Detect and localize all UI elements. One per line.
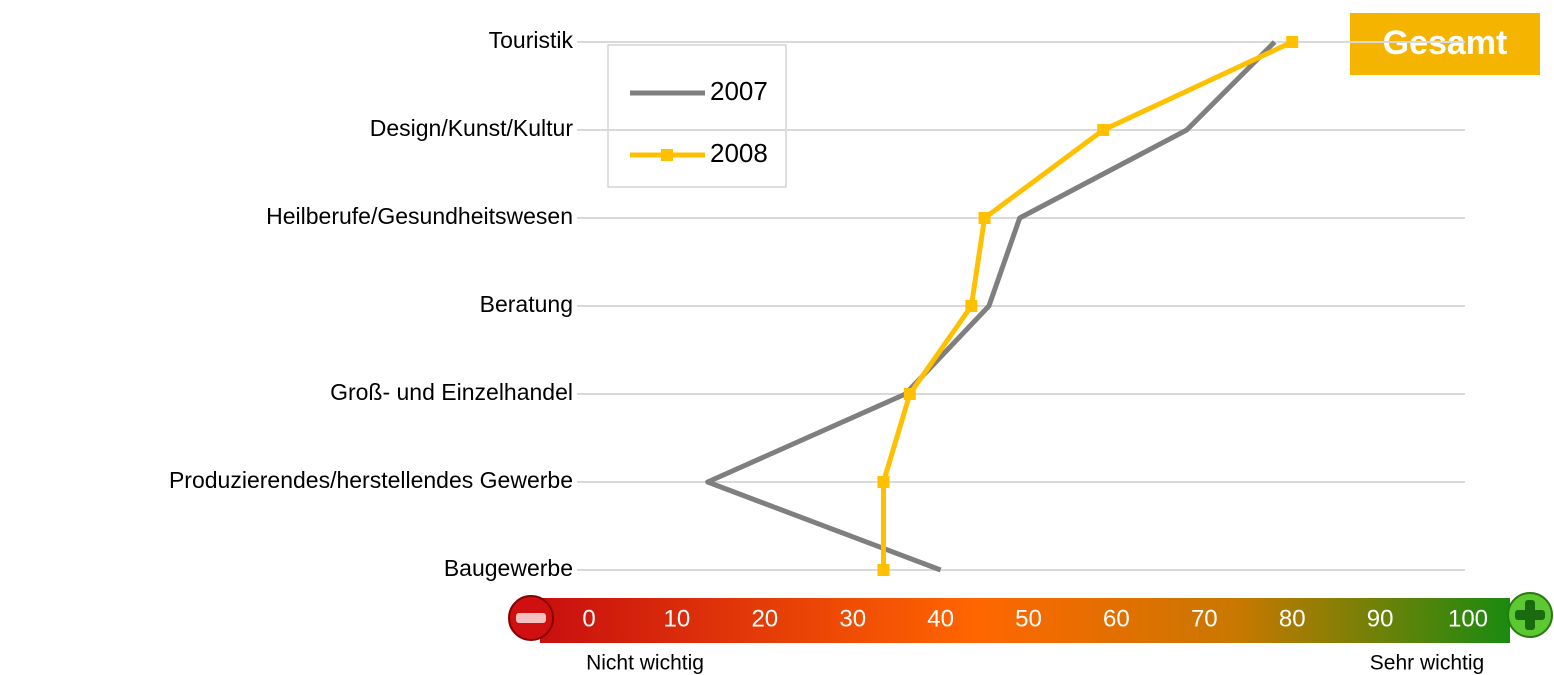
marker [1286, 36, 1299, 48]
axis-high-label: Sehr wichtig [1370, 652, 1484, 675]
scale-bar [540, 598, 1510, 643]
x-tick-label: 0 [582, 605, 595, 632]
legend-marker [661, 149, 673, 161]
minus-icon [508, 595, 554, 641]
y-tick-label: Baugewerbe [444, 555, 573, 581]
marker [877, 476, 890, 488]
x-tick-label: 50 [1015, 605, 1042, 632]
x-tick-label: 70 [1191, 605, 1218, 632]
y-tick-label: Groß- und Einzelhandel [330, 379, 573, 405]
marker [1097, 124, 1110, 136]
x-tick-label: 60 [1103, 605, 1130, 632]
marker [978, 212, 991, 224]
legend-label: 2007 [710, 76, 768, 106]
x-tick-label: 30 [839, 605, 866, 632]
x-tick-label: 100 [1448, 605, 1488, 632]
axis-low-label: Nicht wichtig [586, 652, 704, 675]
marker [965, 300, 978, 312]
x-tick-label: 40 [927, 605, 954, 632]
marker [877, 564, 890, 576]
series-line [705, 40, 1277, 573]
y-tick-label: Design/Kunst/Kultur [370, 115, 574, 141]
marker [903, 388, 916, 400]
plus-icon [1507, 592, 1553, 638]
badge-box [1350, 13, 1540, 75]
y-tick-label: Produzierendes/herstellendes Gewerbe [169, 467, 573, 493]
y-tick-label: Heilberufe/Gesundheitswesen [266, 203, 573, 229]
y-tick-label: Beratung [480, 291, 573, 317]
y-tick-label: Touristik [489, 27, 574, 53]
x-tick-label: 90 [1367, 605, 1394, 632]
legend [607, 44, 787, 188]
x-tick-label: 80 [1279, 605, 1306, 632]
legend-label: 2008 [710, 138, 768, 168]
x-tick-label: 20 [751, 605, 778, 632]
x-tick-label: 10 [664, 605, 691, 632]
